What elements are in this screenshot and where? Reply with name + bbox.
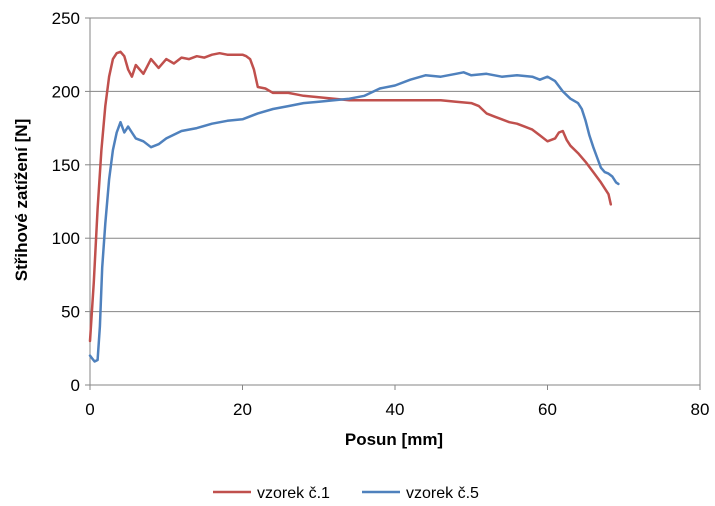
- y-tick-label-100: 100: [52, 229, 80, 248]
- series-lines: [88, 50, 620, 363]
- x-tick-label-80: 80: [691, 400, 710, 419]
- gridlines: [90, 17, 700, 313]
- x-tick-label-20: 20: [233, 400, 252, 419]
- legend-label-2: vzorek č.5: [406, 485, 479, 502]
- x-tick-labels: 0 20 40 60 80: [85, 400, 709, 419]
- series-line-1: [88, 50, 613, 343]
- y-tick-label-50: 50: [61, 303, 80, 322]
- y-tick-label-200: 200: [52, 82, 80, 101]
- x-tick-label-0: 0: [85, 400, 94, 419]
- y-tick-label-0: 0: [71, 376, 80, 395]
- legend-label-1: vzorek č.1: [257, 485, 330, 502]
- y-tick-label-150: 150: [52, 156, 80, 175]
- y-tick-labels: 0 50 100 150 200 250: [52, 9, 80, 395]
- x-tick-label-60: 60: [538, 400, 557, 419]
- x-tick-label-40: 40: [386, 400, 405, 419]
- series-line-2: [88, 71, 620, 363]
- legend: vzorek č.1 vzorek č.5: [213, 485, 479, 502]
- y-tick-label-250: 250: [52, 9, 80, 28]
- y-axis-title: Střihové zatížení [N]: [12, 119, 31, 281]
- x-axis-title: Posun [mm]: [345, 430, 443, 449]
